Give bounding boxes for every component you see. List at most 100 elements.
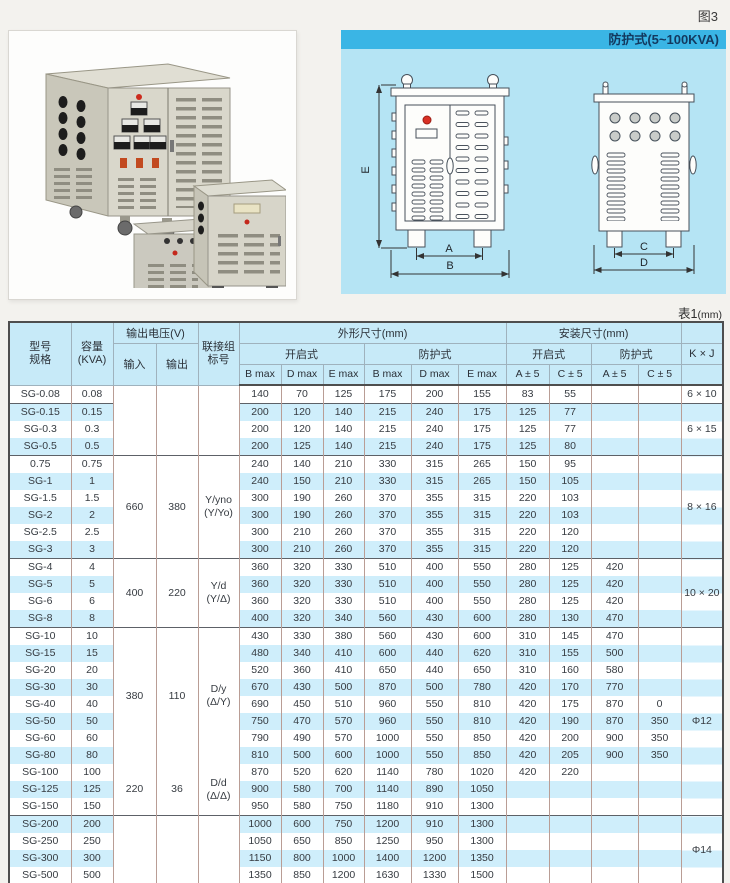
cell-c-open — [548, 781, 592, 798]
cell-e-prot: 1300 — [457, 833, 507, 850]
cell-a-open: 220 — [505, 490, 550, 507]
cell-a-open — [505, 833, 550, 850]
cell-e-open: 260 — [322, 507, 365, 524]
cell-voltage-out: 110 — [155, 627, 199, 764]
cell-a-prot — [590, 541, 639, 559]
cell-connection — [197, 815, 240, 883]
cell-model: SG-300 — [8, 850, 72, 867]
table-row: SG-2 2 300 190 260 370 355 315 220 103 — [8, 507, 723, 524]
right-cabinet-louvers — [216, 232, 280, 278]
cell-c-open: 160 — [548, 662, 592, 679]
cell-voltage-in: 660 — [112, 455, 157, 559]
cell-d-prot: 355 — [410, 524, 459, 541]
cell-c-open: 125 — [548, 576, 592, 593]
cell-b-open: 670 — [238, 679, 282, 696]
cell-b-prot: 330 — [363, 473, 412, 490]
cell-a-prot — [590, 781, 639, 798]
cell-kva: 0.3 — [70, 421, 114, 438]
cell-b-prot: 510 — [363, 558, 412, 576]
cell-d-open: 120 — [280, 403, 324, 421]
spec-table: 型号 规格 容量 (KVA) 输出电压(V) 联接组 标号 外形尺寸(mm) 安装尺寸(mm) 输… — [8, 321, 725, 883]
cell-b-prot: 1000 — [363, 730, 412, 747]
side-view-drawing — [591, 81, 697, 248]
cell-a-open: 150 — [505, 473, 550, 490]
cell-a-open: 310 — [505, 662, 550, 679]
cell-e-open: 260 — [322, 541, 365, 559]
cell-e-prot: 1500 — [457, 867, 507, 883]
cell-a-open — [505, 798, 550, 816]
cell-b-prot: 1400 — [363, 850, 412, 867]
cell-kva: 100 — [70, 764, 114, 781]
cell-d-open: 340 — [280, 645, 324, 662]
cell-model: SG-150 — [8, 798, 72, 816]
meter-panel — [113, 101, 167, 150]
cell-c-prot — [637, 473, 682, 490]
cell-b-prot: 215 — [363, 403, 412, 421]
cell-c-prot — [637, 610, 682, 628]
cell-c-open: 120 — [548, 541, 592, 559]
cell-e-open: 330 — [322, 558, 365, 576]
cell-kxj: 10 × 20 — [680, 558, 724, 628]
cell-kva: 1.5 — [70, 490, 114, 507]
cell-model: SG-6 — [8, 593, 72, 610]
header-cell: 开启式 — [505, 342, 592, 365]
cell-d-open: 320 — [280, 610, 324, 628]
cell-d-open: 650 — [280, 833, 324, 850]
cell-kva: 300 — [70, 850, 114, 867]
header-cell: 联接组 标号 — [197, 321, 240, 386]
cell-e-prot: 850 — [457, 730, 507, 747]
cell-c-open: 200 — [548, 730, 592, 747]
cell-a-open: 150 — [505, 455, 550, 473]
cell-d-prot: 315 — [410, 455, 459, 473]
dim-label-c: C — [640, 241, 648, 253]
cell-e-prot: 1300 — [457, 798, 507, 816]
small-box-knobs — [164, 238, 196, 244]
cell-c-open: 103 — [548, 490, 592, 507]
cell-e-open: 330 — [322, 576, 365, 593]
cell-kva: 2 — [70, 507, 114, 524]
cell-b-open: 750 — [238, 713, 282, 730]
header-cell: A ± 5 — [590, 363, 639, 386]
cell-e-prot: 850 — [457, 747, 507, 764]
table-row: SG-250 250 1050 650 850 1250 950 1300 — [8, 833, 723, 850]
header-cell: 容量 (KVA) — [70, 321, 114, 386]
cell-a-open: 310 — [505, 627, 550, 645]
cell-kva: 30 — [70, 679, 114, 696]
cell-a-prot: 470 — [590, 627, 639, 645]
cell-b-prot: 1200 — [363, 815, 412, 833]
cell-e-prot: 265 — [457, 455, 507, 473]
cell-d-prot: 430 — [410, 610, 459, 628]
cell-a-open: 125 — [505, 438, 550, 456]
cell-model: SG-2.5 — [8, 524, 72, 541]
cell-a-open: 420 — [505, 713, 550, 730]
cell-a-open — [505, 850, 550, 867]
cell-a-prot: 420 — [590, 576, 639, 593]
cell-b-prot: 1140 — [363, 781, 412, 798]
table-row: SG-40 40 690 450 510 960 550 810 420 175 870 0 — [8, 696, 723, 713]
cell-a-open: 420 — [505, 730, 550, 747]
cell-a-prot: 500 — [590, 645, 639, 662]
cell-b-open: 1350 — [238, 867, 282, 883]
table-row: SG-30 30 670 430 500 870 500 780 420 170 770 — [8, 679, 723, 696]
table-row: SG-80 80 810 500 600 1000 550 850 420 205 900 350 — [8, 747, 723, 764]
cell-e-prot: 155 — [457, 385, 507, 404]
cell-c-prot: 350 — [637, 713, 682, 730]
cell-a-open: 420 — [505, 696, 550, 713]
cell-c-prot — [637, 798, 682, 816]
cell-c-open — [548, 798, 592, 816]
cell-b-open: 360 — [238, 558, 282, 576]
cell-e-open: 260 — [322, 490, 365, 507]
cell-b-prot: 370 — [363, 490, 412, 507]
cell-d-prot: 355 — [410, 507, 459, 524]
cell-a-open: 125 — [505, 421, 550, 438]
table-row: SG-150 150 950 580 750 1180 910 1300 — [8, 798, 723, 816]
cell-d-open: 580 — [280, 781, 324, 798]
cell-b-prot: 870 — [363, 679, 412, 696]
cell-b-open: 430 — [238, 627, 282, 645]
cell-a-open: 125 — [505, 403, 550, 421]
cell-e-prot: 315 — [457, 490, 507, 507]
table-caption-main: 表1 — [678, 307, 698, 321]
cell-d-open: 500 — [280, 747, 324, 764]
cell-e-prot: 620 — [457, 645, 507, 662]
